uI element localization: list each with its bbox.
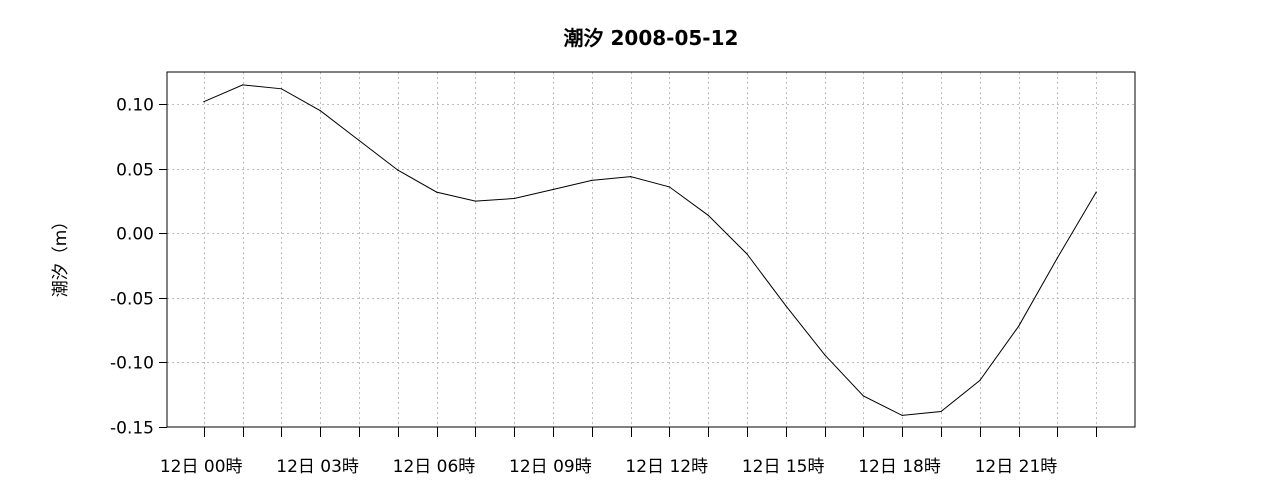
data-point xyxy=(746,253,748,255)
data-point xyxy=(513,197,515,200)
data-point xyxy=(707,214,709,216)
x-tick-label: 12日 21時 xyxy=(975,457,1058,477)
plot-frame xyxy=(166,71,1136,428)
y-tick-label: -0.10 xyxy=(110,354,154,374)
data-point xyxy=(358,139,360,141)
x-tick-label: 12日 03時 xyxy=(276,457,359,477)
data-point xyxy=(1018,325,1020,327)
y-tick-label: -0.15 xyxy=(110,419,154,439)
data-point xyxy=(824,354,826,356)
data-point xyxy=(668,186,671,188)
y-axis-label: 潮汐（m） xyxy=(51,213,71,298)
data-point xyxy=(630,176,632,178)
data-point xyxy=(862,395,865,397)
y-tick-label: 0.10 xyxy=(116,96,154,116)
grid-lines xyxy=(167,72,1135,427)
x-tick-label: 12日 06時 xyxy=(393,457,476,477)
data-point xyxy=(397,169,399,171)
data-point xyxy=(203,101,205,103)
data-point xyxy=(280,88,283,90)
series-line xyxy=(203,84,1097,416)
data-point xyxy=(552,188,554,191)
data-point xyxy=(979,379,981,382)
data-point xyxy=(436,191,438,193)
data-point xyxy=(242,84,244,86)
y-tick-label: -0.05 xyxy=(110,290,154,310)
data-point xyxy=(319,110,321,112)
series-layer xyxy=(203,84,1097,416)
data-point xyxy=(591,179,593,181)
data-point xyxy=(940,410,942,413)
x-tick-label: 12日 00時 xyxy=(160,457,243,477)
x-tick-label: 12日 18時 xyxy=(858,457,941,477)
x-tick-label: 12日 15時 xyxy=(742,457,825,477)
y-tick-label: 0.00 xyxy=(116,225,154,245)
data-point xyxy=(474,200,476,202)
x-tick-label: 12日 12時 xyxy=(625,457,708,477)
data-point xyxy=(1095,191,1097,193)
data-point xyxy=(785,305,787,307)
chart-title: 潮汐 2008-05-12 xyxy=(564,26,739,50)
x-tick-label: 12日 09時 xyxy=(509,457,592,477)
data-point xyxy=(1056,257,1058,259)
y-tick-label: 0.05 xyxy=(116,161,154,181)
data-point xyxy=(901,414,903,416)
y-axis: 0.10 0.05 0.00 -0.05 -0.10 -0.15 xyxy=(110,96,167,439)
x-axis: 12日 00時 12日 03時 12日 06時 12日 09時 12日 12時 12日 1… xyxy=(160,427,1097,477)
